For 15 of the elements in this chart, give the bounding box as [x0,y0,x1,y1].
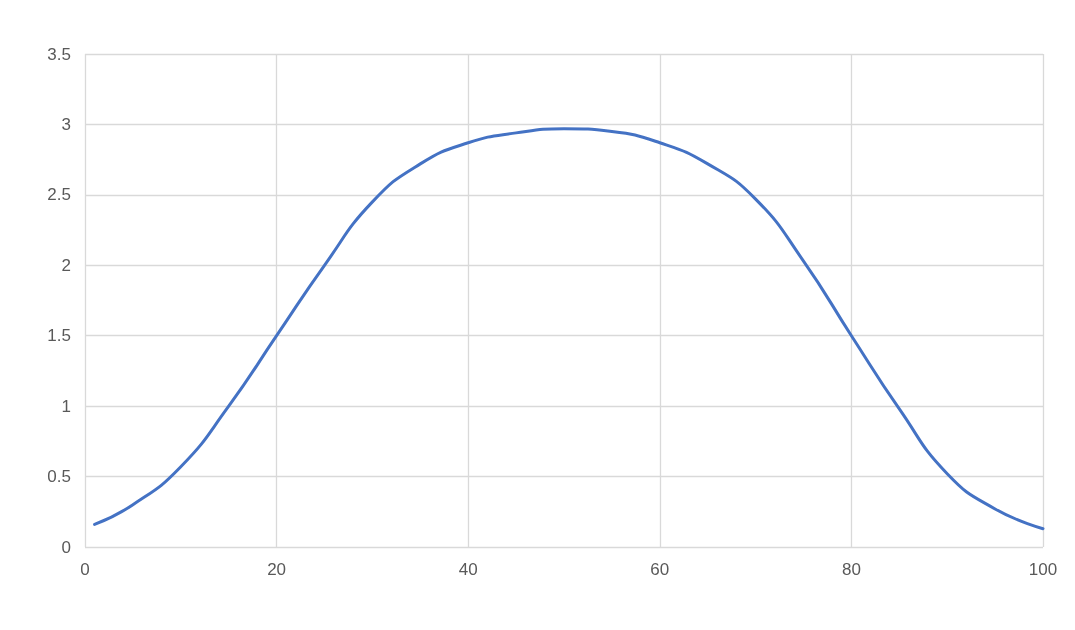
x-tick-label: 60 [650,560,670,579]
x-tick-label: 80 [841,560,861,579]
y-tick-label: 0.5 [47,467,71,487]
y-tick-label: 1.5 [47,326,71,346]
x-tick-label: 100 [1028,560,1058,579]
x-tick-label: 40 [458,560,478,579]
y-tick-label: 0 [61,537,71,557]
y-tick-label: 3 [61,114,71,134]
y-tick-label: 1 [61,396,71,416]
x-tick-label: 0 [80,560,90,579]
x-tick-label: 20 [267,560,287,579]
y-tick-label: 2.5 [47,185,71,205]
line-series [93,127,1045,531]
y-tick-label: 2 [61,255,71,275]
y-tick-label: 3.5 [47,44,71,64]
